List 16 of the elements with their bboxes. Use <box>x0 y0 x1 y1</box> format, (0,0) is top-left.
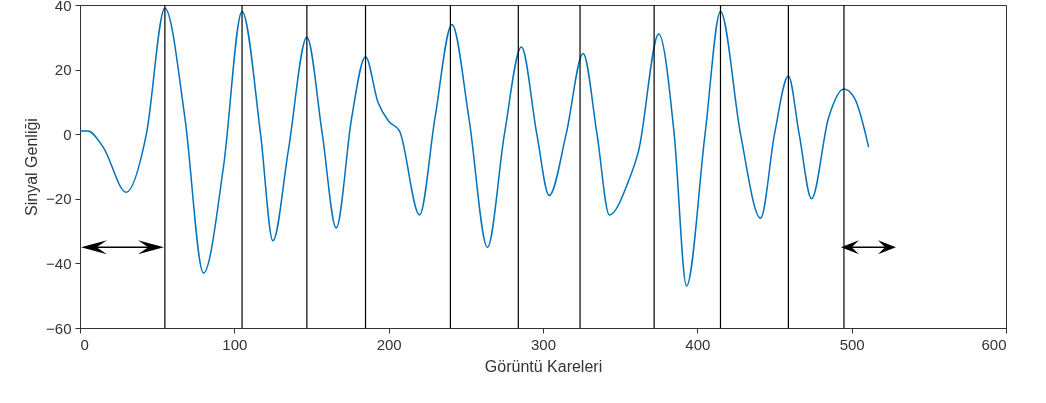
x-tick-label: 100 <box>222 335 248 353</box>
x-tick-label: 0 <box>80 335 89 353</box>
x-tick-label: 200 <box>376 335 402 353</box>
x-tick-label: 600 <box>981 335 1007 353</box>
line-series <box>80 7 870 287</box>
y-axis-title: Sinyal Genliği <box>23 118 41 216</box>
x-axis-title: Görüntü Kareleri <box>484 357 603 375</box>
y-tick-label: −60 <box>46 319 72 337</box>
x-tick-label: 300 <box>530 335 557 353</box>
y-tick-label: 40 <box>54 0 72 14</box>
y-tick-label: −20 <box>46 190 72 208</box>
y-tick-label: 20 <box>54 61 72 79</box>
x-tick-label: 400 <box>685 335 711 353</box>
y-tick-label: −40 <box>46 254 72 272</box>
y-tick-label: 0 <box>63 125 72 143</box>
x-tick-label: 500 <box>839 335 865 353</box>
